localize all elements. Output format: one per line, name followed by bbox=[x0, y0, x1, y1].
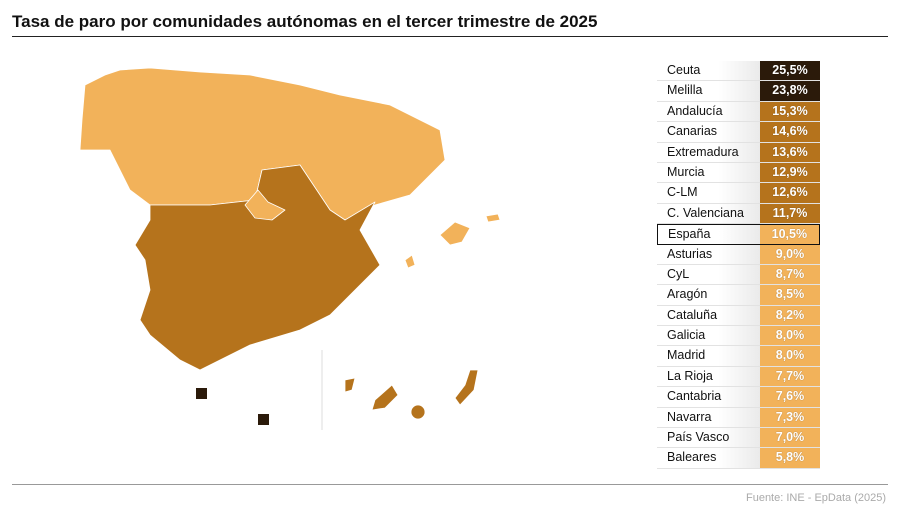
table-row: Navarra 7,3% bbox=[657, 407, 820, 429]
region-name: CyL bbox=[657, 264, 760, 285]
table-row: País Vasco 7,0% bbox=[657, 428, 820, 449]
region-value: 8,2% bbox=[760, 305, 820, 326]
region-value: 7,6% bbox=[760, 387, 820, 407]
region-name: Ceuta bbox=[657, 61, 760, 81]
region-value: 23,8% bbox=[760, 81, 820, 101]
region-name: Galicia bbox=[657, 326, 760, 346]
region-name: Cataluña bbox=[657, 305, 760, 326]
region-baleares-menorca bbox=[485, 213, 501, 223]
region-name: España bbox=[658, 225, 760, 244]
region-name: Madrid bbox=[657, 346, 760, 366]
region-name: Murcia bbox=[657, 162, 760, 183]
region-name: La Rioja bbox=[657, 366, 760, 387]
region-value: 8,7% bbox=[760, 264, 820, 285]
table-row: Ceuta 25,5% bbox=[657, 61, 820, 82]
chart-title: Tasa de paro por comunidades autónomas e… bbox=[12, 12, 598, 31]
region-value: 9,0% bbox=[760, 244, 820, 264]
region-value: 5,8% bbox=[760, 448, 820, 468]
region-value: 14,6% bbox=[760, 122, 820, 142]
table-row: Murcia 12,9% bbox=[657, 162, 820, 184]
region-value: 11,7% bbox=[760, 203, 820, 224]
table-row: C-LM 12,6% bbox=[657, 183, 820, 204]
table-row: Galicia 8,0% bbox=[657, 326, 820, 347]
table-row: Andalucía 15,3% bbox=[657, 101, 820, 123]
region-north bbox=[79, 67, 446, 221]
region-value: 10,5% bbox=[759, 225, 819, 244]
region-name: Baleares bbox=[657, 448, 760, 468]
table-row: Cantabria 7,6% bbox=[657, 387, 820, 408]
table-row: Asturias 9,0% bbox=[657, 244, 820, 265]
table-row: Extremadura 13,6% bbox=[657, 142, 820, 163]
region-south bbox=[134, 164, 381, 371]
region-melilla bbox=[258, 414, 269, 425]
region-canarias-gc bbox=[410, 404, 426, 420]
table-row: España 10,5% bbox=[657, 224, 820, 245]
region-baleares bbox=[439, 221, 471, 246]
region-value: 13,6% bbox=[760, 142, 820, 162]
region-name: Extremadura bbox=[657, 142, 760, 162]
region-canarias-west bbox=[344, 377, 356, 393]
table-row: La Rioja 7,7% bbox=[657, 366, 820, 388]
table-row: C. Valenciana 11,7% bbox=[657, 203, 820, 225]
region-madrid bbox=[244, 189, 286, 221]
region-value: 12,6% bbox=[760, 183, 820, 203]
region-value: 7,3% bbox=[760, 407, 820, 428]
region-name: Canarias bbox=[657, 122, 760, 142]
region-name: Aragón bbox=[657, 285, 760, 305]
region-canarias-tenerife bbox=[371, 384, 399, 411]
region-value: 15,3% bbox=[760, 101, 820, 122]
region-value: 7,0% bbox=[760, 428, 820, 448]
title-divider bbox=[12, 36, 888, 37]
table-row: CyL 8,7% bbox=[657, 264, 820, 286]
region-name: País Vasco bbox=[657, 428, 760, 448]
region-name: C. Valenciana bbox=[657, 203, 760, 224]
table-row: Baleares 5,8% bbox=[657, 448, 820, 469]
region-canarias-east bbox=[454, 369, 479, 406]
region-value: 8,5% bbox=[760, 285, 820, 305]
spain-map bbox=[79, 67, 501, 430]
table-row: Aragón 8,5% bbox=[657, 285, 820, 306]
region-value: 25,5% bbox=[760, 61, 820, 81]
source-note: Fuente: INE - EpData (2025) bbox=[745, 492, 886, 504]
region-name: C-LM bbox=[657, 183, 760, 203]
region-value: 8,0% bbox=[760, 326, 820, 346]
table-row: Madrid 8,0% bbox=[657, 346, 820, 367]
region-value: 12,9% bbox=[760, 162, 820, 183]
region-name: Melilla bbox=[657, 81, 760, 101]
region-value: 8,0% bbox=[760, 346, 820, 366]
region-baleares-ibiza bbox=[404, 254, 416, 269]
table-row: Canarias 14,6% bbox=[657, 122, 820, 143]
region-name: Andalucía bbox=[657, 101, 760, 122]
region-name: Cantabria bbox=[657, 387, 760, 407]
region-name: Asturias bbox=[657, 244, 760, 264]
unemployment-table: Ceuta 25,5% Melilla 23,8% Andalucía 15,3% Cana… bbox=[657, 61, 820, 469]
region-name: Navarra bbox=[657, 407, 760, 428]
region-ceuta bbox=[196, 388, 207, 399]
table-row: Cataluña 8,2% bbox=[657, 305, 820, 327]
footer-divider bbox=[12, 484, 888, 485]
region-value: 7,7% bbox=[760, 366, 820, 387]
table-row: Melilla 23,8% bbox=[657, 81, 820, 102]
